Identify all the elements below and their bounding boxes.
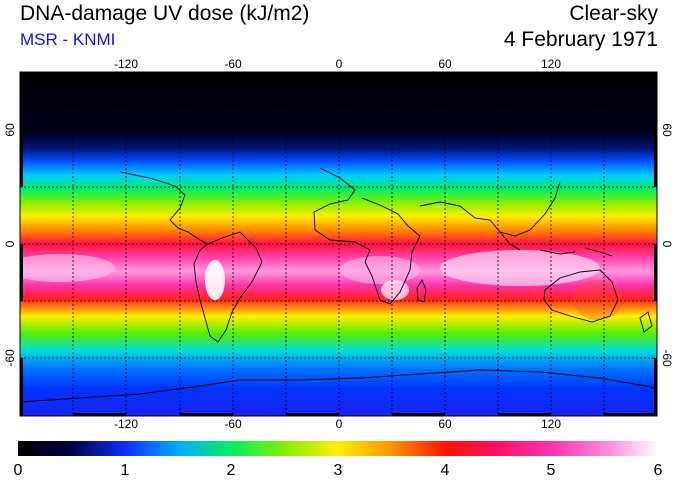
date-label: 4 February 1971 [503,28,658,51]
colorbar-label: 1 [121,462,130,479]
colorbar: 0 1 2 3 4 5 6 [14,441,663,479]
lon-label: -120 [114,57,138,71]
lat-labels-left: 60 0 -60 [3,123,17,367]
lon-label: 60 [438,417,452,431]
colorbar-label: 0 [14,462,23,479]
lon-label: 120 [541,417,561,431]
lon-label: 60 [438,57,452,71]
uv-dose-field [20,72,657,416]
colorbar-label: 2 [227,462,236,479]
map-title: DNA-damage UV dose (kJ/m2) [20,2,310,25]
lat-label: 0 [3,240,17,247]
sky-condition-label: Clear-sky [569,2,658,25]
lon-label: 120 [541,57,561,71]
map-frame [19,71,658,417]
lat-labels-right: 60 0 -60 [660,123,674,367]
lat-label: 0 [660,241,674,248]
colorbar-label: 6 [654,462,663,479]
graticule [20,72,657,416]
lon-label: 0 [336,417,343,431]
lat-label: 60 [660,123,674,137]
colorbar-labels: 0 1 2 3 4 5 6 [14,462,663,479]
colorbar-label: 4 [441,462,450,479]
lon-label: -60 [224,57,242,71]
colorbar-label: 5 [547,462,556,479]
lat-label: 60 [3,123,17,137]
source-label: MSR - KNMI [20,30,116,49]
lat-label: -60 [3,349,17,367]
lat-label: -60 [660,349,674,367]
lon-label: -60 [224,417,242,431]
lon-labels-top: -120 -60 0 60 120 [114,57,561,71]
lon-label: -120 [114,417,138,431]
lon-labels-bottom: -120 -60 0 60 120 [114,417,561,431]
colorbar-label: 3 [334,462,343,479]
lon-label: 0 [336,57,343,71]
